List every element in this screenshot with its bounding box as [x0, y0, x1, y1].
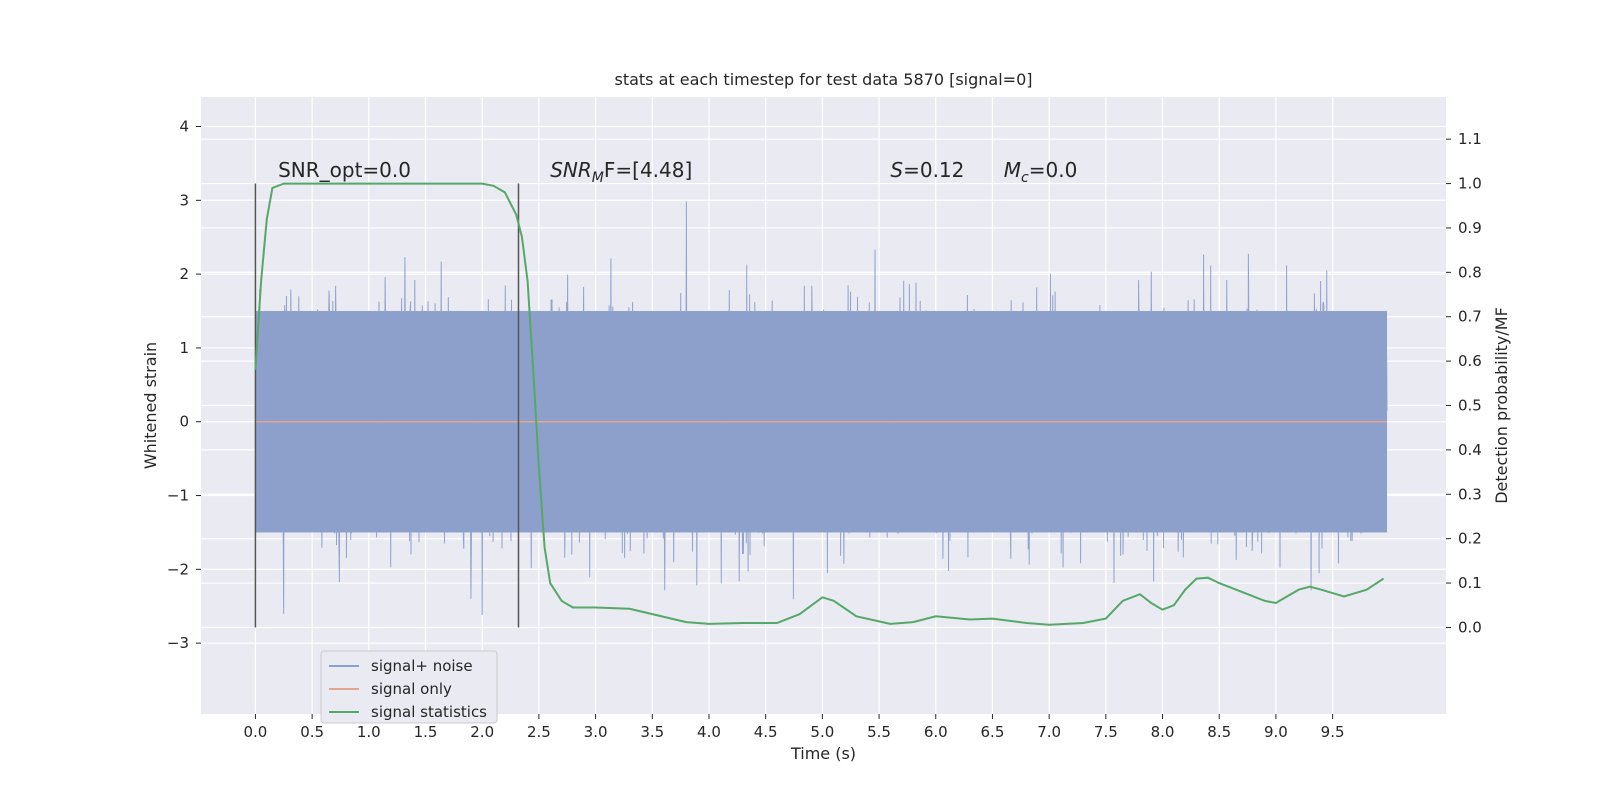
y-right-axis-label: Detection probability/MF: [1492, 307, 1511, 504]
x-tick-label: 5.0: [810, 723, 834, 741]
y-left-tick-label: 0: [179, 413, 189, 431]
annotation-3: S=0.12: [890, 158, 964, 182]
x-tick-label: 1.5: [414, 723, 438, 741]
x-tick-label: 0.0: [243, 723, 267, 741]
y-right-tick-label: 0.8: [1458, 263, 1482, 281]
x-tick-label: 2.0: [470, 723, 494, 741]
x-tick-label: 2.5: [527, 723, 551, 741]
x-tick-label: 7.5: [1094, 723, 1118, 741]
annotation-1: SNR_opt=0.0: [278, 158, 411, 182]
x-tick-label: 3.5: [640, 723, 664, 741]
x-tick-label: 0.5: [300, 723, 324, 741]
y-right-tick-label: 0.9: [1458, 219, 1482, 237]
x-tick-label: 1.0: [357, 723, 381, 741]
x-tick-label: 4.0: [697, 723, 721, 741]
y-left-axis-label: Whitened strain: [141, 342, 160, 469]
y-left-tick-label: −3: [167, 634, 189, 652]
x-tick-label: 9.0: [1264, 723, 1288, 741]
y-left-tick-label: −1: [167, 487, 189, 505]
series-signal-noise: [254, 201, 1388, 616]
y-left-tick-label: −2: [167, 560, 189, 578]
x-tick-label: 6.5: [981, 723, 1005, 741]
x-tick-label: 9.5: [1321, 723, 1345, 741]
x-tick-label: 6.0: [924, 723, 948, 741]
legend-label: signal only: [371, 680, 452, 698]
annotation-subscript: c: [1021, 170, 1029, 186]
x-tick-label: 7.0: [1037, 723, 1061, 741]
y-left-tick-label: 1: [179, 339, 189, 357]
y-left-tick-label: 3: [179, 191, 189, 209]
annotation-subscript: M: [592, 170, 604, 186]
y-right-tick-label: 0.4: [1458, 441, 1482, 459]
annotation-4: Mc=0.0: [1004, 158, 1078, 186]
x-tick-label: 8.0: [1151, 723, 1175, 741]
x-tick-label: 8.5: [1207, 723, 1231, 741]
x-tick-label: 5.5: [867, 723, 891, 741]
legend-box: [320, 650, 498, 724]
annotation-2: SNRMF=[4.48]: [550, 158, 692, 186]
y-left-tick-label: 4: [179, 118, 189, 136]
chart-title: stats at each timestep for test data 587…: [614, 70, 1032, 89]
y-left-tick-label: 2: [179, 265, 189, 283]
annotation-value: F=[4.48]: [604, 158, 692, 182]
y-right-tick-label: 0.1: [1458, 574, 1482, 592]
annotation-value: =0.0: [1029, 158, 1078, 182]
y-right-tick-label: 1.0: [1458, 175, 1482, 193]
y-right-tick-label: 0.5: [1458, 397, 1482, 415]
annotation-value: =0.12: [903, 158, 964, 182]
annotation-symbol: SNR: [550, 158, 592, 182]
y-right-tick-label: 1.1: [1458, 130, 1482, 148]
y-right-tick-label: 0.7: [1458, 308, 1482, 326]
legend-label: signal+ noise: [371, 657, 473, 675]
x-axis-label: Time (s): [790, 744, 856, 763]
y-right-tick-label: 0.0: [1458, 618, 1482, 636]
series-signal-statistics: [254, 182, 1385, 626]
annotation-symbol: M: [1004, 158, 1021, 182]
legend-label: signal statistics: [371, 703, 487, 721]
x-tick-label: 3.0: [584, 723, 608, 741]
x-tick-label: 4.5: [754, 723, 778, 741]
y-right-tick-label: 0.2: [1458, 530, 1482, 548]
y-right-tick-label: 0.6: [1458, 352, 1482, 370]
y-right-tick-label: 0.3: [1458, 485, 1482, 503]
annotation-symbol: S: [890, 158, 903, 182]
